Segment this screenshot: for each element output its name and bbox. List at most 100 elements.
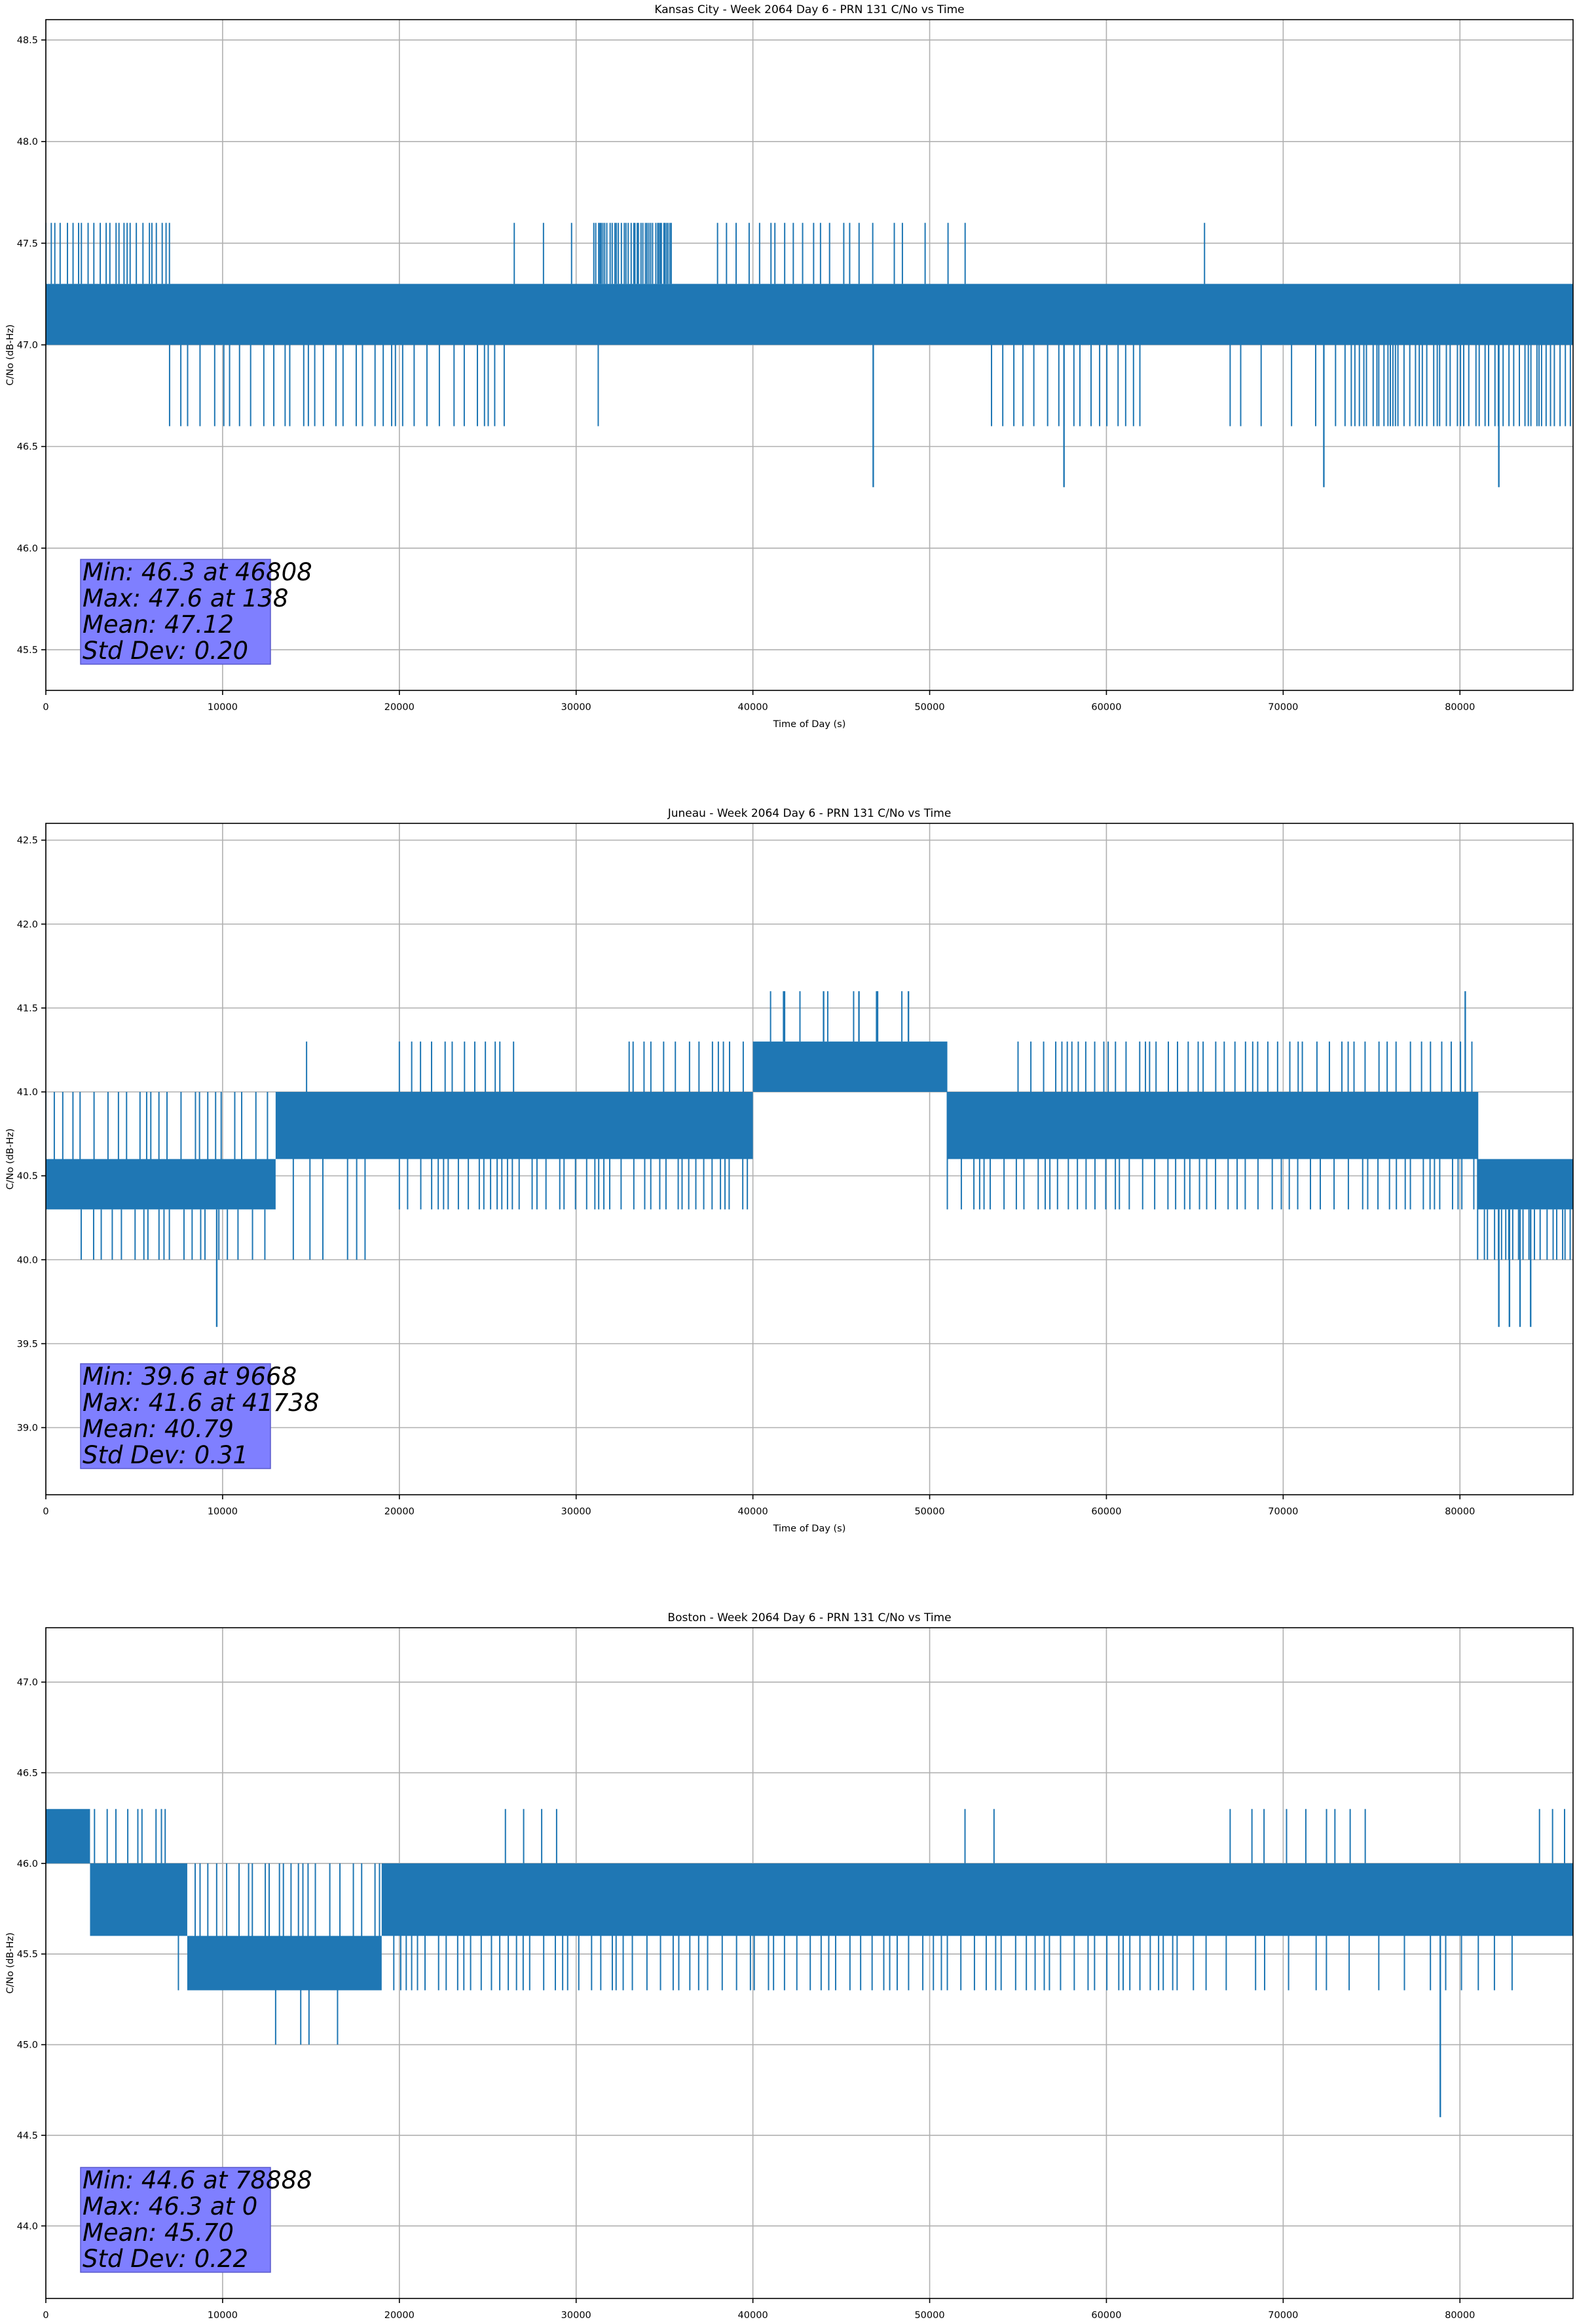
data-band: [46, 284, 1573, 345]
y-tick-label: 40.0: [17, 1255, 38, 1265]
x-axis-label: Time of Day (s): [773, 719, 846, 730]
stats-line3: Mean: 40.79: [83, 1415, 234, 1443]
y-axis: 45.5 46.0 46.5 47.0 47.5 48.0 48.5: [17, 35, 46, 656]
x-axis: 0 10000 20000 30000 40000 50000 60000 70000 8000…: [43, 1495, 1475, 1517]
x-tick-label: 80000: [1445, 2310, 1475, 2321]
stats-line4: Std Dev: 0.22: [83, 2245, 248, 2273]
data-band: [275, 1092, 753, 1159]
chart-panel-3: 0 10000 20000 30000 40000 50000 60000 70000 8000…: [5, 1611, 1574, 2321]
y-tick-label: 41.5: [17, 1003, 38, 1014]
x-tick-label: 30000: [561, 2310, 591, 2321]
data-series: [46, 223, 1573, 487]
data-band: [90, 1863, 187, 1936]
x-tick-label: 10000: [208, 2310, 238, 2321]
y-tick-label: 44.0: [17, 2221, 38, 2232]
stats-line3: Mean: 47.12: [83, 610, 234, 639]
stats-background: [80, 559, 271, 665]
data-band: [752, 1041, 948, 1092]
x-tick-label: 70000: [1268, 702, 1298, 713]
y-tick-label: 45.0: [17, 2040, 38, 2051]
y-tick-label: 46.5: [17, 442, 38, 453]
y-tick-label: 40.5: [17, 1171, 38, 1182]
y-axis-label: C/No (dB-Hz): [5, 1932, 16, 1994]
x-tick-label: 50000: [914, 1507, 944, 1517]
x-tick-label: 20000: [384, 702, 415, 713]
data-series: [46, 991, 1573, 1327]
x-axis: 0 10000 20000 30000 40000 50000 60000 70000 8000…: [43, 2298, 1475, 2321]
x-tick-label: 80000: [1445, 702, 1475, 713]
stats-line1: Min: 39.6 at 9668: [83, 1362, 297, 1391]
x-tick-label: 0: [43, 2310, 48, 2321]
y-axis: 39.0 39.5 40.0 40.5 41.0 41.5 42.0 42.5: [17, 836, 46, 1434]
stats-line4: Std Dev: 0.31: [83, 1441, 248, 1469]
stats-line3: Mean: 45.70: [83, 2219, 234, 2247]
x-tick-label: 0: [43, 702, 48, 713]
y-tick-label: 46.0: [17, 544, 38, 554]
stats-background: [80, 2167, 271, 2273]
x-tick-label: 60000: [1091, 1507, 1121, 1517]
stats-line4: Std Dev: 0.20: [83, 637, 248, 665]
chart-panel-1: 0 10000 20000 30000 40000 50000 60000 70000 8000…: [5, 3, 1574, 730]
y-tick-label: 48.0: [17, 137, 38, 147]
x-tick-label: 60000: [1091, 702, 1121, 713]
x-tick-label: 30000: [561, 702, 591, 713]
data-band: [381, 1863, 1573, 1936]
data-band: [46, 1159, 276, 1210]
x-axis-label: Time of Day (s): [773, 1524, 846, 1534]
y-tick-label: 47.0: [17, 1677, 38, 1688]
stats-background: [80, 1363, 271, 1469]
chart-title: Kansas City - Week 2064 Day 6 - PRN 131 …: [654, 3, 964, 16]
x-tick-label: 10000: [208, 702, 238, 713]
y-tick-label: 39.0: [17, 1423, 38, 1434]
x-tick-label: 50000: [914, 2310, 944, 2321]
x-tick-label: 40000: [738, 1507, 768, 1517]
y-tick-label: 44.5: [17, 2131, 38, 2141]
y-tick-label: 46.5: [17, 1768, 38, 1778]
x-tick-label: 20000: [384, 2310, 415, 2321]
data-band: [187, 1936, 382, 1991]
x-axis: 0 10000 20000 30000 40000 50000 60000 70000 8000…: [43, 690, 1475, 713]
x-tick-label: 30000: [561, 1507, 591, 1517]
y-axis: 44.0 44.5 45.0 45.5 46.0 46.5 47.0: [17, 1677, 46, 2232]
x-tick-label: 0: [43, 1507, 48, 1517]
y-tick-label: 45.5: [17, 645, 38, 656]
x-tick-label: 70000: [1268, 2310, 1298, 2321]
y-tick-label: 42.0: [17, 920, 38, 930]
stats-line2: Max: 41.6 at 41738: [83, 1389, 320, 1417]
plot-frame: [45, 1627, 1574, 2299]
plot-frame: [45, 823, 1574, 1495]
chart-title: Juneau - Week 2064 Day 6 - PRN 131 C/No …: [667, 807, 952, 820]
plot-frame: [45, 19, 1574, 691]
x-tick-label: 60000: [1091, 2310, 1121, 2321]
data-series: [46, 1809, 1573, 2118]
chart-title: Boston - Week 2064 Day 6 - PRN 131 C/No …: [667, 1611, 951, 1624]
x-tick-label: 50000: [914, 702, 944, 713]
x-tick-label: 20000: [384, 1507, 415, 1517]
y-tick-label: 39.5: [17, 1339, 38, 1349]
data-band: [947, 1092, 1478, 1159]
stats-line2: Max: 46.3 at 0: [83, 2192, 257, 2221]
stats-line2: Max: 47.6 at 138: [83, 584, 288, 612]
data-band: [1477, 1159, 1573, 1210]
x-tick-label: 10000: [208, 1507, 238, 1517]
y-tick-label: 47.0: [17, 340, 38, 350]
y-tick-label: 41.0: [17, 1087, 38, 1098]
y-tick-label: 45.5: [17, 1949, 38, 1960]
x-tick-label: 40000: [738, 2310, 768, 2321]
y-axis-label: C/No (dB-Hz): [5, 1129, 16, 1190]
y-axis-label: C/No (dB-Hz): [5, 324, 16, 386]
y-tick-label: 47.5: [17, 238, 38, 249]
x-tick-label: 80000: [1445, 1507, 1475, 1517]
y-tick-label: 48.5: [17, 35, 38, 46]
x-tick-label: 70000: [1268, 1507, 1298, 1517]
chart-panel-2: 0 10000 20000 30000 40000 50000 60000 70000 8000…: [5, 807, 1574, 1534]
x-tick-label: 40000: [738, 702, 768, 713]
stats-line1: Min: 44.6 at 78888: [83, 2166, 312, 2194]
gridlines: [45, 1628, 1573, 2298]
data-band: [46, 1809, 90, 1864]
stats-line1: Min: 46.3 at 46808: [83, 558, 312, 586]
